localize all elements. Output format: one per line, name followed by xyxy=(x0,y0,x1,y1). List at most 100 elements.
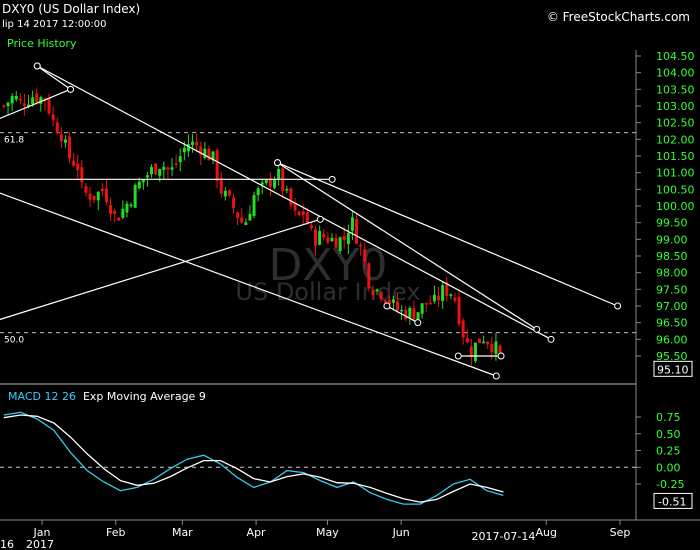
candle-body xyxy=(387,300,391,305)
candle-body xyxy=(133,184,137,208)
candle-body xyxy=(162,166,166,170)
trendline xyxy=(0,218,321,321)
x-tick-label: May xyxy=(316,526,339,539)
trendlines xyxy=(0,62,622,380)
y-tick-label: 98.00 xyxy=(656,267,688,280)
candle-body xyxy=(195,142,199,146)
candle-body xyxy=(408,307,412,318)
candle-body xyxy=(68,136,72,159)
candle-body xyxy=(96,191,100,201)
candle-body xyxy=(141,179,145,183)
candle-body xyxy=(461,320,465,338)
fib-label: 50.0 xyxy=(4,336,24,346)
candle-body xyxy=(117,217,121,221)
candle-body xyxy=(445,282,449,296)
trendline-handle xyxy=(273,159,281,167)
candle-body xyxy=(100,188,104,192)
candle-body xyxy=(318,231,322,245)
credit-text[interactable]: © FreeStockCharts.com xyxy=(546,10,690,24)
candle-body xyxy=(449,294,453,296)
x-extra-label: 2017 xyxy=(26,538,54,550)
y-tick-label: 97.00 xyxy=(656,300,688,313)
candle-body xyxy=(285,189,289,191)
macd-y-tick-label: 0.50 xyxy=(656,428,681,441)
signal-line xyxy=(3,414,504,503)
candle-body xyxy=(174,163,178,165)
candle-body xyxy=(178,156,182,163)
y-tick-label: 96.00 xyxy=(656,333,688,346)
y-tick-label: 99.50 xyxy=(656,217,688,230)
candle-body xyxy=(346,232,350,245)
trendline xyxy=(36,65,552,340)
candle-body xyxy=(27,104,31,107)
chart-datetime: lip 14 2017 12:00:00 xyxy=(2,19,107,30)
candle-body xyxy=(342,235,346,241)
y-tick-label: 101.00 xyxy=(656,167,695,180)
candle-body xyxy=(375,289,379,292)
candle-body xyxy=(150,166,154,175)
x-tick-label: Mar xyxy=(172,526,193,539)
candle-body xyxy=(371,290,375,295)
candle-body xyxy=(63,139,67,143)
x-tick-label: Apr xyxy=(247,526,267,539)
candle-body xyxy=(322,233,326,238)
candle-body xyxy=(55,122,59,134)
candle-body xyxy=(334,237,338,248)
trendline-handle xyxy=(33,62,41,70)
candle-body xyxy=(232,197,236,209)
candle-body xyxy=(469,346,473,358)
candle-body xyxy=(277,168,281,179)
candle-body xyxy=(305,212,309,224)
y-tick-label: 104.50 xyxy=(656,50,695,63)
trendline xyxy=(0,192,497,377)
candle-body xyxy=(166,167,170,170)
candle-body xyxy=(47,98,51,114)
candle-body xyxy=(125,203,129,213)
trendline xyxy=(0,88,71,120)
y-tick-label: 96.50 xyxy=(656,317,688,330)
candle-body xyxy=(158,168,162,176)
candle-body xyxy=(297,211,301,216)
candle-body xyxy=(154,163,158,175)
macd-label: MACD 12 26 Exp Moving Average 9 xyxy=(8,390,206,403)
candle-body xyxy=(76,163,80,171)
candle-body xyxy=(121,208,125,218)
trendline xyxy=(36,65,71,90)
candle-body xyxy=(400,309,404,312)
macd-y-tick-label: 0.25 xyxy=(656,445,681,458)
candle-body xyxy=(236,212,240,218)
candle-body xyxy=(457,296,461,325)
y-tick-label: 100.00 xyxy=(656,200,695,213)
candle-body xyxy=(31,97,35,105)
trendline-handle xyxy=(492,372,500,380)
trendline-handle xyxy=(383,302,391,310)
trendline-handle xyxy=(497,352,505,360)
macd-y-tick-label: -0.25 xyxy=(656,478,684,491)
candle-body xyxy=(186,144,190,152)
candle-body xyxy=(404,309,408,320)
trendline-handle xyxy=(454,352,462,360)
candle-body xyxy=(59,134,63,142)
macd-panel xyxy=(3,411,504,505)
candle-body xyxy=(326,237,330,243)
candle-body xyxy=(486,341,490,345)
candle-body xyxy=(289,188,293,206)
candle-body xyxy=(129,204,133,207)
fib-label: 61.8 xyxy=(4,136,24,146)
candle-body xyxy=(219,177,223,194)
candle-body xyxy=(80,167,84,183)
candle-body xyxy=(92,195,96,200)
y-tick-label: 101.50 xyxy=(656,150,695,163)
candle-body xyxy=(104,188,108,203)
candle-body xyxy=(359,244,363,247)
trendline-handle xyxy=(328,175,336,183)
candle-body xyxy=(51,114,55,120)
candle-body xyxy=(338,237,342,252)
candle-body xyxy=(350,217,354,231)
trendline-handle xyxy=(414,319,422,327)
candle-body xyxy=(420,303,424,314)
y-tick-label: 95.50 xyxy=(656,350,688,363)
y-tick-label: 104.00 xyxy=(656,67,695,80)
y-tick-label: 98.50 xyxy=(656,250,688,263)
